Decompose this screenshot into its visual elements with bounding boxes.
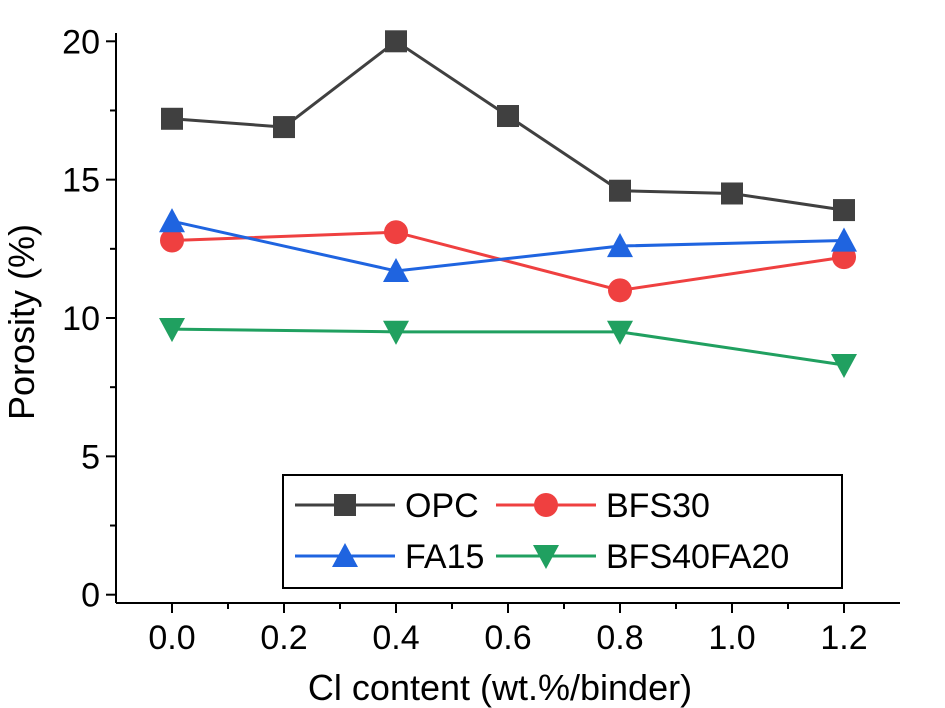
legend-item-bfs40fa20: BFS40FA20: [496, 538, 789, 576]
series-fa15: [159, 208, 857, 283]
legend-item-opc: OPC: [295, 487, 479, 525]
legend-marker: [332, 543, 358, 568]
x-tick-label: 0.4: [372, 619, 419, 657]
legend-item-fa15: FA15: [295, 538, 484, 576]
series-opc: [161, 30, 855, 222]
x-tick-label: 1.2: [820, 619, 867, 657]
x-tick-label: 0.8: [596, 619, 643, 657]
series-bfs30: [160, 220, 856, 303]
legend-label: BFS40FA20: [606, 538, 789, 576]
data-point-bfs30: [160, 228, 184, 253]
legend-label: FA15: [405, 538, 484, 576]
data-point-fa15: [383, 257, 409, 283]
data-point-fa15: [607, 233, 633, 258]
data-point-opc: [273, 116, 295, 139]
y-tick-label: 15: [62, 162, 100, 200]
data-point-bfs40fa20: [383, 320, 409, 345]
data-point-fa15: [831, 227, 857, 252]
x-tick-label: 1.0: [708, 619, 755, 657]
series-line-fa15: [171, 219, 845, 273]
data-point-opc: [497, 105, 519, 128]
data-point-opc: [833, 199, 855, 222]
legend-marker: [533, 544, 559, 569]
legend-marker: [334, 494, 356, 516]
series-layer: [159, 30, 857, 379]
data-point-opc: [721, 182, 743, 205]
x-axis-title: Cl content (wt.%/binder): [308, 667, 692, 708]
data-point-bfs30: [608, 278, 632, 303]
axes: 0.0 0.2 0.4 0.6 0.8 1.0 1.2 0 5 10 15 20: [62, 23, 900, 657]
series-bfs40fa20: [159, 318, 857, 379]
data-point-opc: [161, 107, 183, 130]
x-tick-label: 0.6: [484, 619, 531, 657]
legend: OPC BFS30 FA15 BFS40FA20: [282, 474, 843, 589]
series-line-bfs30: [171, 230, 845, 292]
data-point-bfs40fa20: [607, 320, 633, 345]
data-point-bfs40fa20: [159, 318, 185, 343]
y-tick-label: 0: [81, 577, 100, 615]
legend-marker: [534, 493, 558, 517]
legend-box: [282, 474, 843, 589]
data-point-bfs30: [384, 220, 408, 245]
data-point-opc: [609, 179, 631, 202]
y-tick-label: 10: [62, 300, 100, 338]
series-line-bfs40fa20: [171, 327, 845, 367]
data-point-opc: [385, 30, 407, 53]
x-tick-label: 0.2: [260, 619, 307, 657]
data-point-bfs40fa20: [831, 353, 857, 379]
y-tick-label: 5: [81, 438, 100, 476]
legend-label: BFS30: [606, 487, 710, 525]
legend-item-bfs30: BFS30: [496, 487, 710, 525]
data-point-fa15: [159, 208, 185, 233]
y-axis-title: Porosity (%): [1, 224, 42, 420]
y-tick-label: 20: [62, 23, 100, 61]
legend-label: OPC: [405, 487, 479, 525]
x-tick-label: 0.0: [148, 619, 195, 657]
